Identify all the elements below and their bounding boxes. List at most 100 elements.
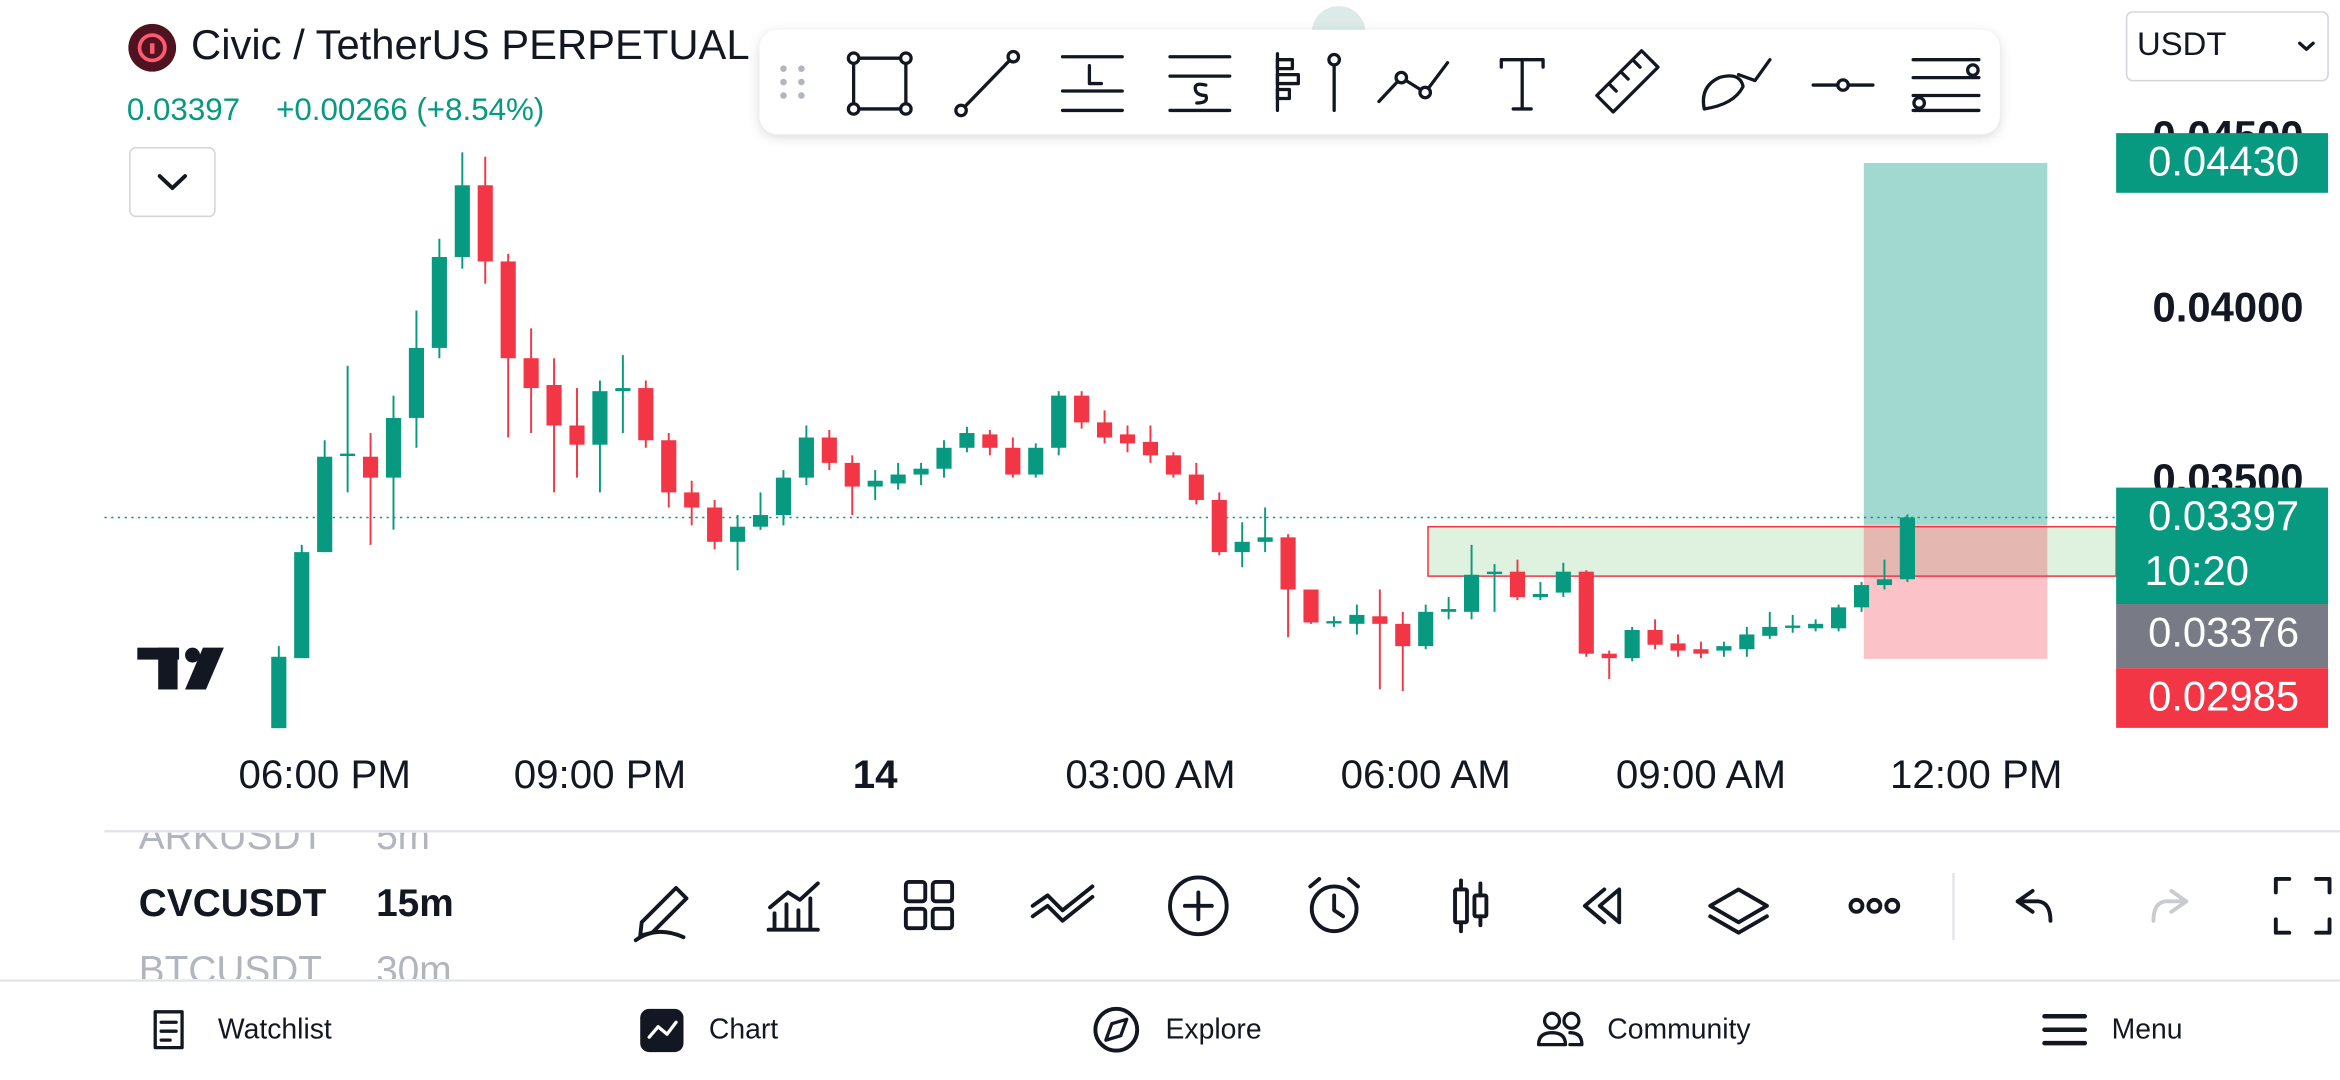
compare-button-part[interactable] [1030,884,1095,923]
layout-button-part[interactable] [930,880,955,904]
brush-tool-part[interactable] [1701,58,1772,111]
draw-button-part[interactable] [633,885,689,943]
anchored-tool[interactable] [1275,52,1342,113]
trend-line-tool-part[interactable] [960,56,1014,111]
more-tools-part[interactable] [1966,63,1980,78]
nav-chart[interactable]: Chart [640,1008,778,1053]
layout-button-part[interactable] [903,906,928,931]
ruler-tool[interactable] [1595,49,1660,114]
indicators-button[interactable] [766,881,820,932]
add-button-part[interactable] [1182,890,1214,922]
chart-type-button-part[interactable] [1453,887,1469,925]
nav-watchlist-part[interactable] [153,1010,184,1050]
more-button-part[interactable] [1866,897,1883,914]
text-tool[interactable] [1499,58,1545,111]
drag-handle[interactable] [780,65,805,99]
ruler-tool-part[interactable] [1595,49,1660,114]
rectangle-tool-part[interactable] [846,102,861,116]
redo-button[interactable] [2151,888,2189,923]
redo-button-part[interactable] [2151,888,2189,923]
rectangle-tool[interactable] [846,51,913,116]
layout-button-part[interactable] [903,880,928,904]
nav-community[interactable] [1536,1011,1584,1047]
symbol[interactable]: BTCUSDT [139,949,322,992]
anchored-tool-part[interactable] [1275,58,1295,71]
nav-label[interactable]: Community [1607,1014,1751,1046]
short-position-tool-part[interactable] [1193,82,1209,105]
draw-button[interactable] [633,885,689,943]
brush-tool[interactable] [1701,58,1772,111]
nav-watchlist[interactable]: Watchlist [153,1010,332,1050]
alert-button-part[interactable] [1308,877,1360,919]
nav-community-part[interactable] [1562,1011,1581,1030]
rectangle-tool-part[interactable] [846,51,861,66]
anchored-tool-part[interactable] [1275,72,1300,86]
rectangle-tool-part[interactable] [898,51,913,66]
rectangle-tool-part[interactable] [851,56,908,111]
drag-handle-part[interactable] [798,78,805,86]
nav-community-part[interactable] [1542,1011,1562,1030]
trend-line-tool-part[interactable] [1006,49,1021,64]
horizontal-line-tool[interactable] [1811,78,1875,92]
add-button-part[interactable] [1168,875,1229,937]
interval[interactable]: 5m [376,815,430,858]
layers-button[interactable] [1708,887,1769,935]
drag-handle-part[interactable] [780,65,787,72]
layers-button-part[interactable] [1708,887,1769,935]
nav-menu-part[interactable] [2042,1014,2088,1046]
replay-button[interactable] [1582,887,1622,925]
alert-button[interactable] [1308,877,1360,934]
trend-line-tool[interactable] [954,49,1021,118]
path-tool-part[interactable] [1418,85,1433,100]
more-tools[interactable] [1911,58,1981,113]
rectangle-tool-part[interactable] [898,102,913,116]
chart-type-button[interactable] [1453,878,1489,934]
nav-menu[interactable]: Menu [2042,1014,2183,1046]
more-button-part[interactable] [1884,897,1901,914]
layout-button[interactable] [903,880,955,931]
path-tool-part[interactable] [1377,61,1450,104]
drag-handle-part[interactable] [780,78,787,86]
text-tool-part[interactable] [1499,58,1545,111]
collapse-button-part[interactable] [129,146,216,218]
fullscreen-button-part[interactable] [2273,877,2332,935]
collapse-button[interactable] [129,146,216,218]
fullscreen-button[interactable] [2273,877,2332,935]
path-tool[interactable] [1377,61,1450,104]
compare-button[interactable] [1030,884,1095,923]
nav-explore[interactable]: Explore [1093,1006,1262,1053]
layout-button-part[interactable] [930,906,955,931]
currency-select-part[interactable] [2125,11,2329,82]
undo-button[interactable] [2015,888,2053,923]
replay-button-part[interactable] [1582,887,1622,925]
more-tools-part[interactable] [1912,96,1927,110]
collapse-button-part[interactable] [157,174,188,190]
nav-community-part[interactable] [1536,1031,1584,1047]
undo-button-part[interactable] [2015,888,2053,923]
interval[interactable]: 15m [376,882,454,925]
drag-handle-part[interactable] [798,92,805,99]
horizontal-line-tool-part[interactable] [1836,78,1850,92]
long-position-tool-part[interactable] [1087,64,1103,86]
more-button-part[interactable] [1848,897,1865,914]
more-button[interactable] [1848,897,1901,914]
add-button[interactable] [1168,875,1229,937]
interval[interactable]: 30m [376,949,451,992]
trend-line-tool-part[interactable] [954,103,968,118]
long-position-tool[interactable] [1060,55,1124,113]
drag-handle-part[interactable] [798,65,805,72]
alert-button-part[interactable] [1309,884,1359,934]
anchored-tool-part[interactable] [1275,87,1292,101]
anchored-tool-part[interactable] [1327,52,1342,67]
currency-select-part[interactable] [2298,41,2315,51]
nav-explore-part[interactable] [1104,1017,1129,1042]
chart-type-button-part[interactable] [1472,893,1489,919]
short-position-tool[interactable] [1168,55,1232,113]
nav-explore-part[interactable] [1093,1006,1140,1053]
indicators-button-part[interactable] [766,881,820,932]
chart-type-button-part[interactable] [1459,878,1483,934]
symbol[interactable]: CVCUSDT [139,882,327,925]
drag-handle-part[interactable] [780,92,787,99]
path-tool-part[interactable] [1394,70,1409,85]
symbol[interactable]: ARKUSDT [139,815,324,858]
